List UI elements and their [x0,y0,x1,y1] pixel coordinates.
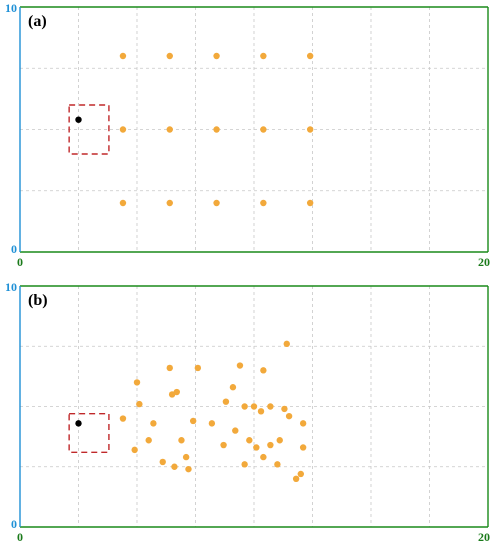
x-tick-label-b-max: 20 [478,530,490,544]
target-point-b [189,417,197,425]
target-point-b [274,461,281,468]
target-point-b [150,420,157,427]
y-tick-label-a-min: 0 [11,242,17,256]
target-point-b [194,364,202,372]
target-point-b [276,437,283,444]
anchor-point-b [75,420,82,427]
target-point-b [136,400,143,408]
target-point-a [166,199,173,207]
target-point-b [253,444,260,451]
target-point-b [260,367,267,374]
target-point-b [173,388,180,396]
target-point-b [292,475,300,482]
x-tick-label-a-max: 20 [478,255,490,269]
target-point-b [178,437,185,444]
target-point-b [241,461,248,468]
target-point-b [260,453,267,461]
target-point-b [285,412,293,420]
target-point-b [236,362,244,369]
target-point-a [260,52,267,60]
x-tick-label-a-min: 0 [17,255,23,269]
target-point-b [281,405,288,413]
target-point-b [220,441,227,449]
target-point-b [297,470,304,478]
target-point-b [229,384,237,391]
target-point-b [246,437,253,444]
target-point-b [133,379,141,386]
target-point-a [260,199,267,207]
target-point-a [306,126,314,133]
y-tick-label-b-min: 0 [11,517,17,531]
target-point-a [260,126,267,133]
target-point-b [131,446,138,454]
target-point-b [208,420,216,427]
target-point-b [159,458,166,466]
anchor-point-a [75,116,82,123]
y-tick-label-b-max: 10 [5,280,17,294]
target-point-b [283,340,290,348]
target-point-a [213,52,220,60]
target-point-b [145,437,152,444]
target-point-b [232,427,239,434]
target-point-b [250,403,258,410]
target-point-a [213,126,220,133]
target-point-b [171,463,178,470]
dashed-box-a [68,104,110,155]
target-point-b [267,403,274,410]
target-point-a [306,199,314,207]
target-point-b [257,408,265,415]
target-point-b [185,465,192,473]
dashed-box-b [68,413,110,453]
target-point-b [267,441,274,449]
target-point-b [182,453,190,461]
target-point-b [222,398,230,405]
target-point-b [299,444,307,451]
target-point-a [213,199,220,207]
target-point-b [119,415,127,422]
target-point-a [306,52,314,60]
target-point-b [241,403,248,410]
panel-label-a: (a) [28,13,47,30]
target-point-a [119,52,127,60]
y-tick-label-a-max: 10 [5,1,17,15]
x-tick-label-b-min: 0 [17,530,23,544]
target-point-b [299,420,307,427]
panel-label-b: (b) [28,292,48,309]
target-point-a [166,126,173,133]
target-point-a [119,199,127,207]
target-point-a [166,52,173,60]
target-point-b [166,364,173,372]
target-point-a [119,126,127,133]
